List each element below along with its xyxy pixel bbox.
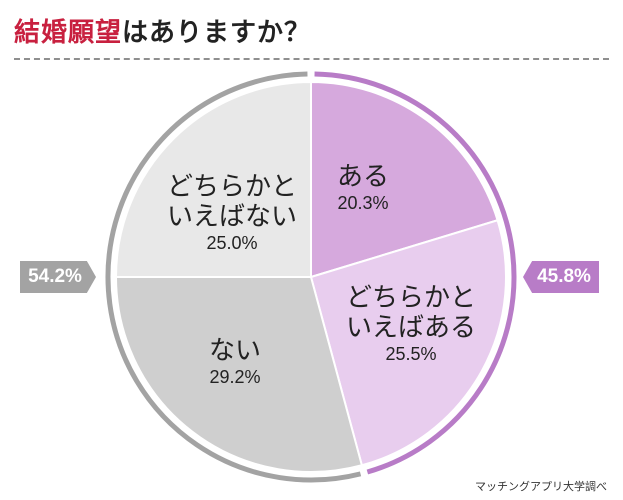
slice-name: ある bbox=[336, 162, 389, 192]
title-rest: はありますか？ bbox=[122, 18, 312, 48]
slice-nai bbox=[114, 276, 364, 473]
slice-label-nai: ない 29.2% bbox=[155, 336, 315, 388]
slice-dochira-nai bbox=[114, 80, 312, 278]
slice-name: どちらかと いえばある bbox=[345, 283, 476, 343]
chart-title: 結婚願望はありますか？ bbox=[14, 12, 311, 49]
dashed-divider bbox=[14, 58, 609, 60]
slice-name: ない bbox=[208, 336, 261, 366]
title-highlight: 結婚願望 bbox=[14, 18, 123, 48]
slice-name: どちらかと いえばない bbox=[166, 172, 297, 232]
slice-label-dochira-aru: どちらかと いえばある 25.5% bbox=[326, 283, 496, 365]
group-ring-yes bbox=[314, 71, 517, 475]
source-note: マッチングアプリ大学調べ bbox=[475, 480, 607, 493]
slice-aru bbox=[310, 80, 499, 279]
group-badge-yes: 45.8% bbox=[523, 261, 599, 293]
slice-dochira-aru bbox=[309, 219, 507, 467]
slice-label-dochira-nai: どちらかと いえばない 25.0% bbox=[147, 172, 317, 254]
slice-percent: 20.3% bbox=[337, 193, 389, 213]
group-badge-no: 54.2% bbox=[20, 261, 96, 293]
slice-label-aru: ある 20.3% bbox=[318, 162, 408, 214]
slice-percent: 29.2% bbox=[209, 367, 261, 387]
slice-percent: 25.0% bbox=[206, 233, 258, 253]
group-ring-no bbox=[105, 71, 362, 483]
slice-percent: 25.5% bbox=[385, 344, 437, 364]
